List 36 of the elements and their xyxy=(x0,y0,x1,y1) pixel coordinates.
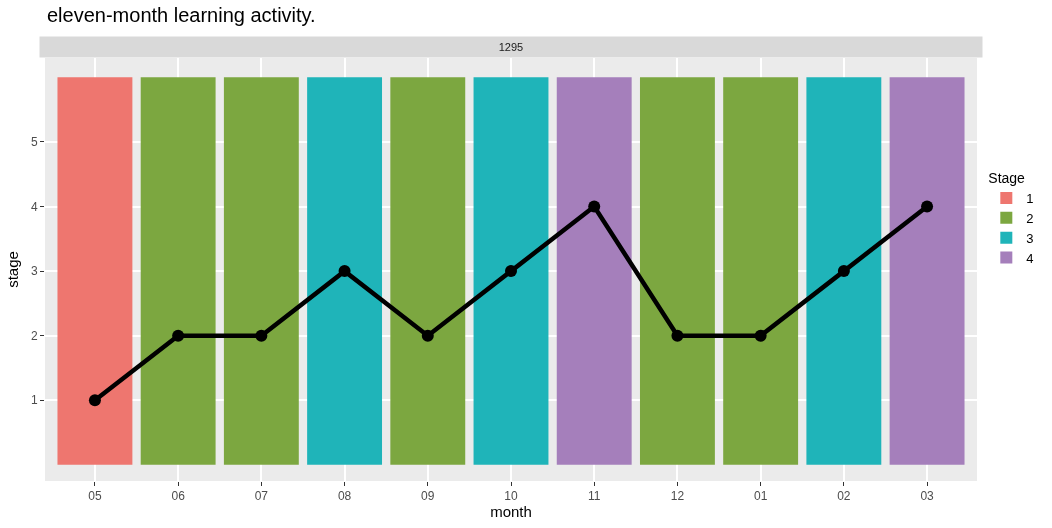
chart-title: eleven-month learning activity. xyxy=(47,4,316,26)
x-tick-label: 02 xyxy=(837,489,851,504)
y-tick-label: 5 xyxy=(30,135,38,150)
y-tick-label: 3 xyxy=(30,264,38,279)
x-tick-label: 11 xyxy=(587,489,601,504)
point xyxy=(88,394,101,407)
x-tick-label: 01 xyxy=(753,489,768,504)
legend-label: 1 xyxy=(1026,190,1034,206)
legend-label: 2 xyxy=(1026,210,1034,226)
y-tick-label: 1 xyxy=(30,393,38,408)
y-tick-label: 4 xyxy=(30,199,38,214)
x-tick-label: 03 xyxy=(920,489,935,504)
x-tick-label: 07 xyxy=(254,489,269,504)
x-tick-label: 05 xyxy=(88,489,102,504)
legend-label: 3 xyxy=(1026,230,1034,246)
y-axis-title: stage xyxy=(4,251,22,288)
x-tick-label: 08 xyxy=(337,489,352,504)
legend-label: 4 xyxy=(1026,250,1034,266)
point xyxy=(754,329,767,342)
x-tick-label: 09 xyxy=(421,489,435,504)
x-tick-label: 12 xyxy=(670,489,685,504)
x-tick-label: 06 xyxy=(171,489,186,504)
y-tick-label: 2 xyxy=(30,328,38,343)
legend-title: Stage xyxy=(988,169,1026,186)
x-tick-label: 10 xyxy=(504,489,518,504)
point xyxy=(172,329,185,342)
point xyxy=(671,329,684,342)
chart-subtitle: 1295 xyxy=(498,41,524,53)
point xyxy=(255,329,268,342)
point xyxy=(921,200,934,213)
point xyxy=(837,265,850,278)
point xyxy=(421,329,434,342)
point xyxy=(505,265,517,278)
x-axis-title: month xyxy=(490,503,532,521)
point xyxy=(338,265,351,278)
point xyxy=(588,200,601,213)
